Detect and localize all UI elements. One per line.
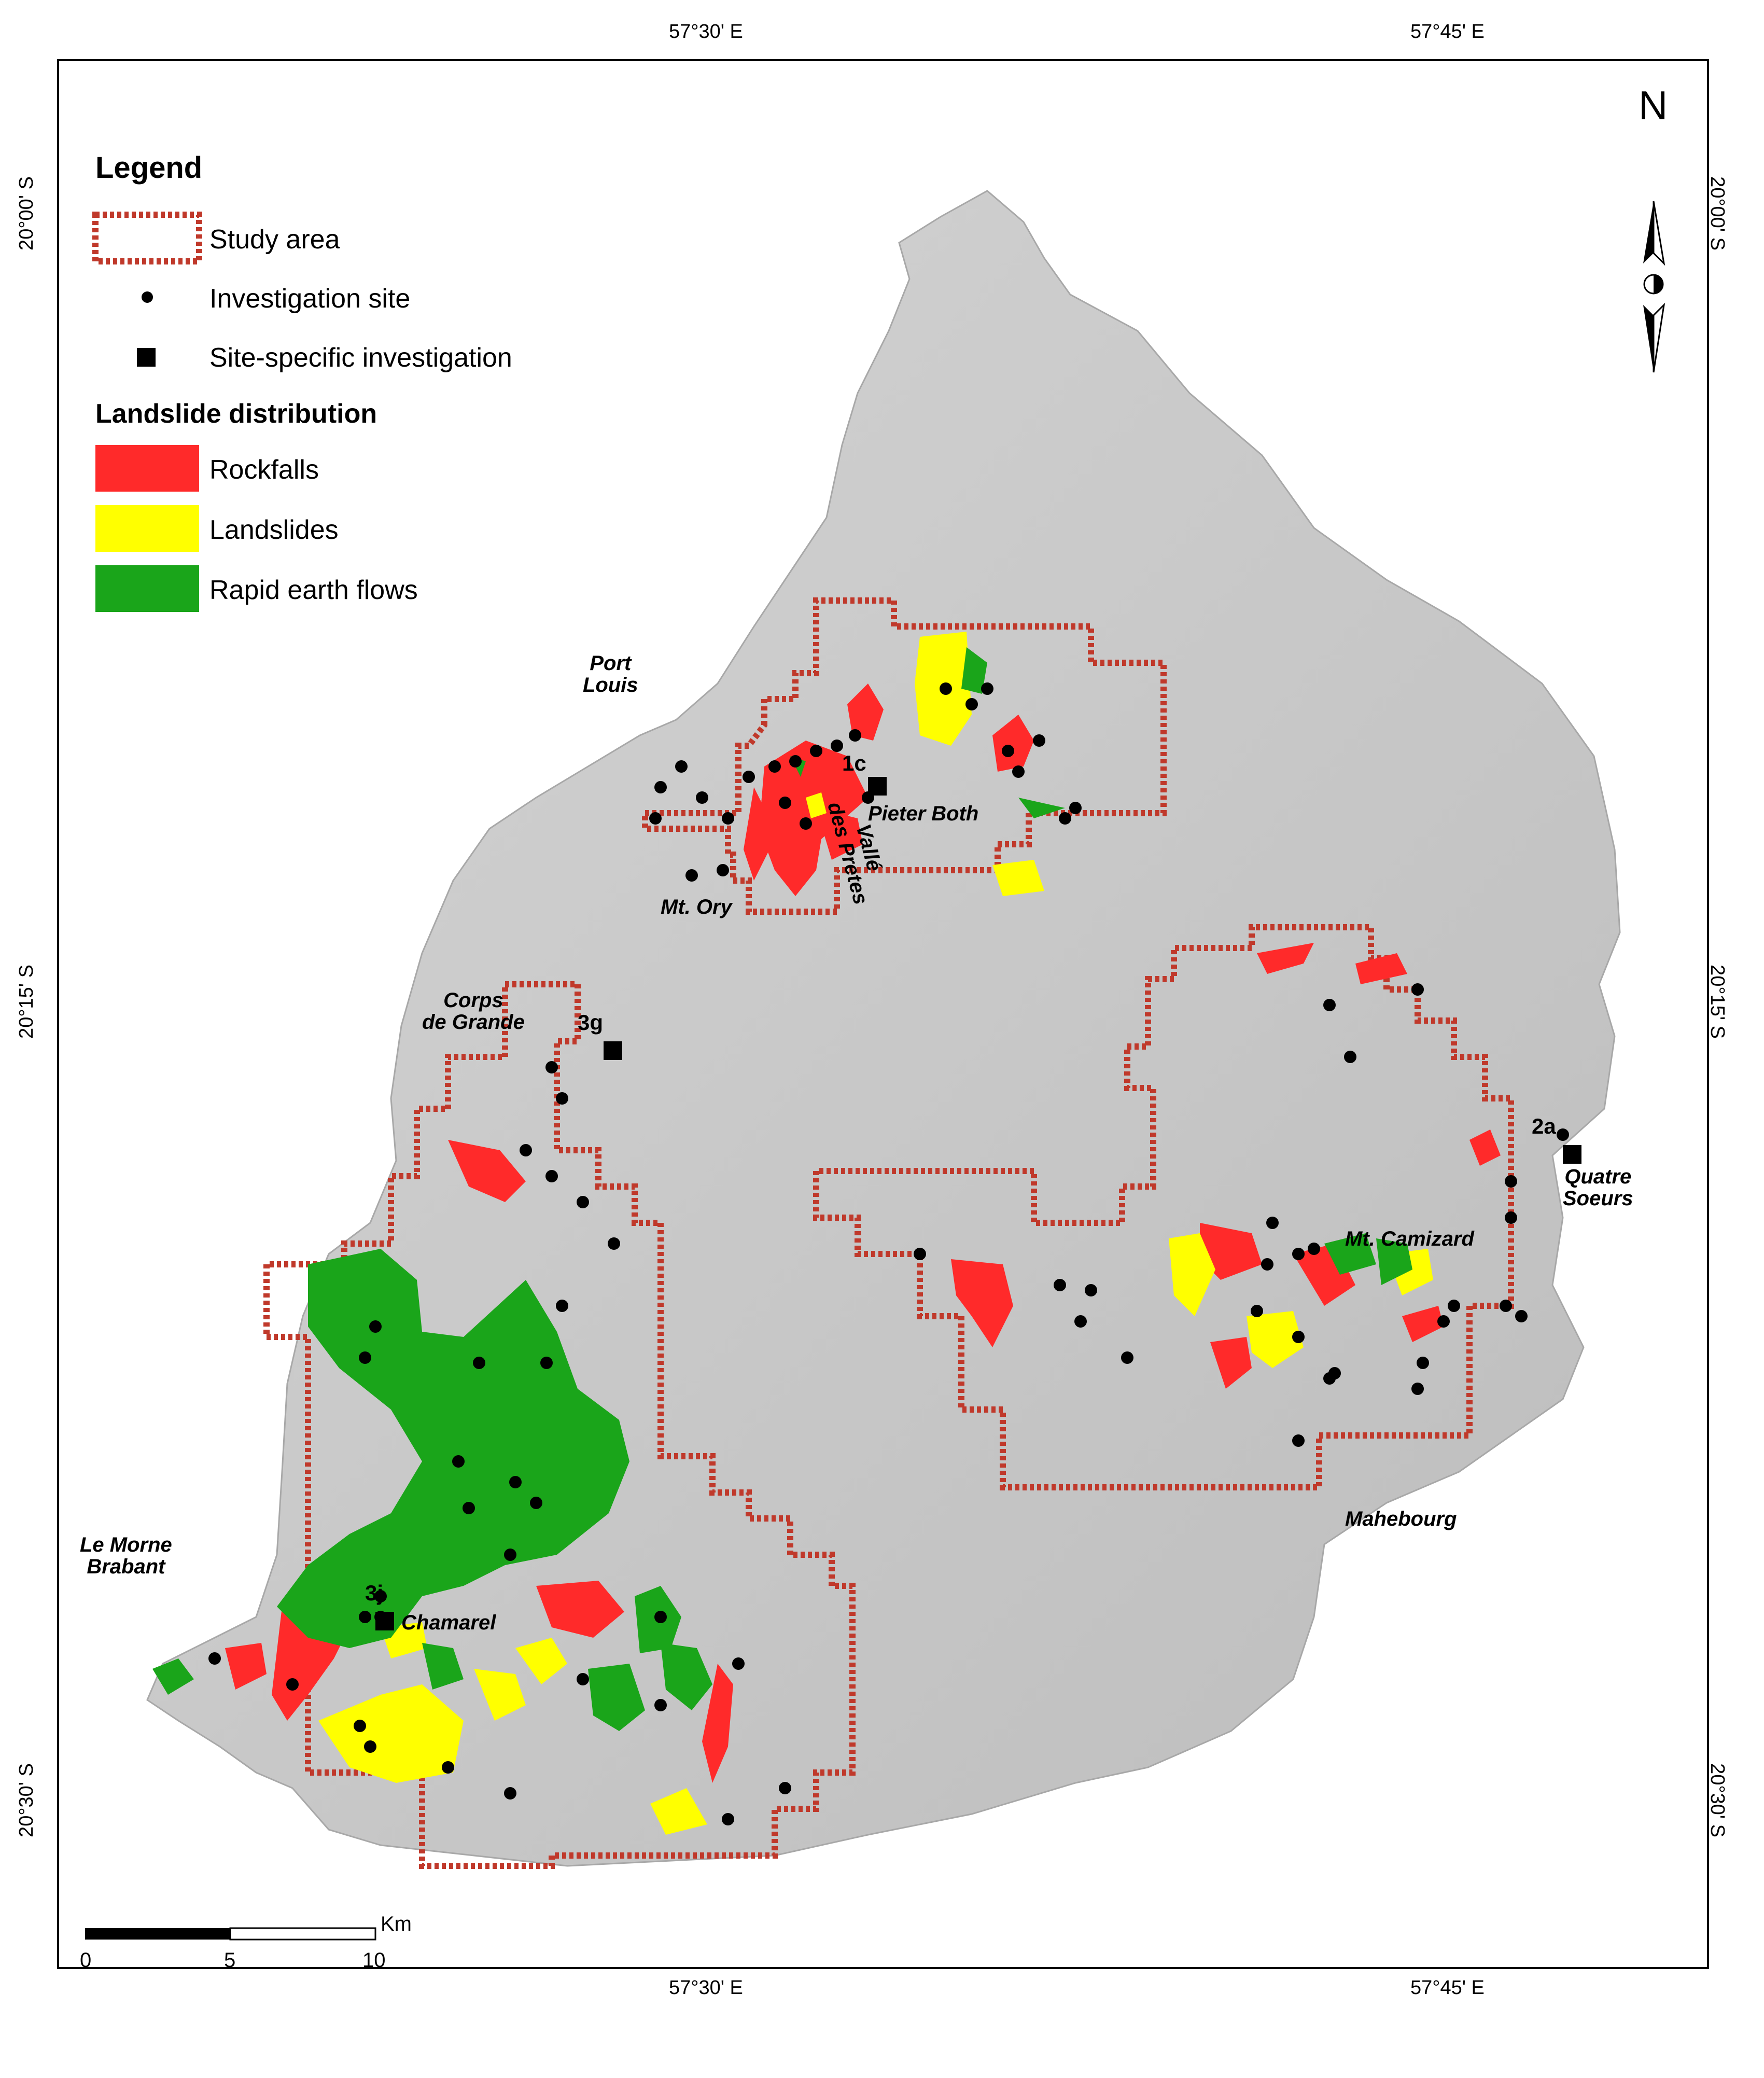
site-label-3g: 3g xyxy=(578,1010,604,1035)
scale-tick-10: 10 xyxy=(362,1949,386,1969)
study-area-north xyxy=(642,597,1167,915)
map-frame: Legend Study area Investigation site Sit… xyxy=(57,59,1709,1969)
place-chamarel: Chamarel xyxy=(401,1611,496,1634)
legend-study-area-label: Study area xyxy=(209,225,340,255)
coord-bottom-57-45: 57°45' E xyxy=(1410,1977,1485,1999)
coord-left-20-00: 20°00' S xyxy=(15,176,37,250)
scale-unit: Km xyxy=(381,1913,412,1935)
legend-investigation-dot xyxy=(142,291,153,303)
site-label-3j: 3j xyxy=(365,1581,384,1605)
legend-earthflows-swatch xyxy=(95,565,199,612)
legend-study-area-swatch xyxy=(92,212,202,264)
study-area-southwest xyxy=(263,981,856,1869)
legend-rockfalls-label: Rockfalls xyxy=(209,455,319,485)
place-pieter-both: Pieter Both xyxy=(868,802,979,825)
place-mahebourg: Mahebourg xyxy=(1345,1508,1457,1530)
place-mt-camizard: Mt. Camizard xyxy=(1345,1228,1474,1250)
legend-landslides-label: Landslides xyxy=(209,515,339,545)
legend-site-specific-label: Site-specific investigation xyxy=(209,343,512,373)
earthflow-polygons xyxy=(152,647,1412,1731)
scale-tick-5: 5 xyxy=(224,1949,236,1969)
legend-landslides-swatch xyxy=(95,505,199,552)
map-canvas xyxy=(85,190,1665,1941)
coord-bottom-57-30: 57°30' E xyxy=(669,1977,743,1999)
north-arrow xyxy=(1643,201,1665,373)
coord-left-20-15: 20°15' S xyxy=(15,965,37,1039)
scale-bar xyxy=(85,1927,376,1941)
legend-rockfalls-swatch xyxy=(95,445,199,492)
coord-right-20-30: 20°30' S xyxy=(1706,1763,1728,1837)
site-label-2a: 2a xyxy=(1532,1114,1556,1138)
legend-title: Legend xyxy=(95,151,203,185)
place-port-louis: Port Louis xyxy=(583,652,638,696)
coord-top-57-30: 57°30' E xyxy=(669,21,743,43)
legend-site-specific-square xyxy=(137,348,156,367)
landslide-polygons xyxy=(318,632,1433,1835)
coord-right-20-15: 20°15' S xyxy=(1706,965,1728,1039)
site-specific-squares xyxy=(375,777,1581,1630)
place-quatre-soeurs: Quatre Soeurs xyxy=(1563,1165,1633,1210)
place-mt-ory: Mt. Ory xyxy=(661,896,732,918)
legend-investigation-label: Investigation site xyxy=(209,284,411,314)
north-label: N xyxy=(1639,82,1668,128)
legend-earthflows-label: Rapid earth flows xyxy=(209,575,418,605)
coord-top-57-45: 57°45' E xyxy=(1410,21,1485,43)
site-label-1c: 1c xyxy=(842,751,866,775)
coord-right-20-00: 20°00' S xyxy=(1706,176,1728,250)
coord-left-20-30: 20°30' S xyxy=(15,1763,37,1837)
scale-tick-0: 0 xyxy=(80,1949,92,1969)
place-corps-de-grande: Corps de Grande xyxy=(422,989,525,1034)
place-le-morne: Le Morne Brabant xyxy=(80,1533,172,1578)
legend-section-title: Landslide distribution xyxy=(95,399,377,429)
